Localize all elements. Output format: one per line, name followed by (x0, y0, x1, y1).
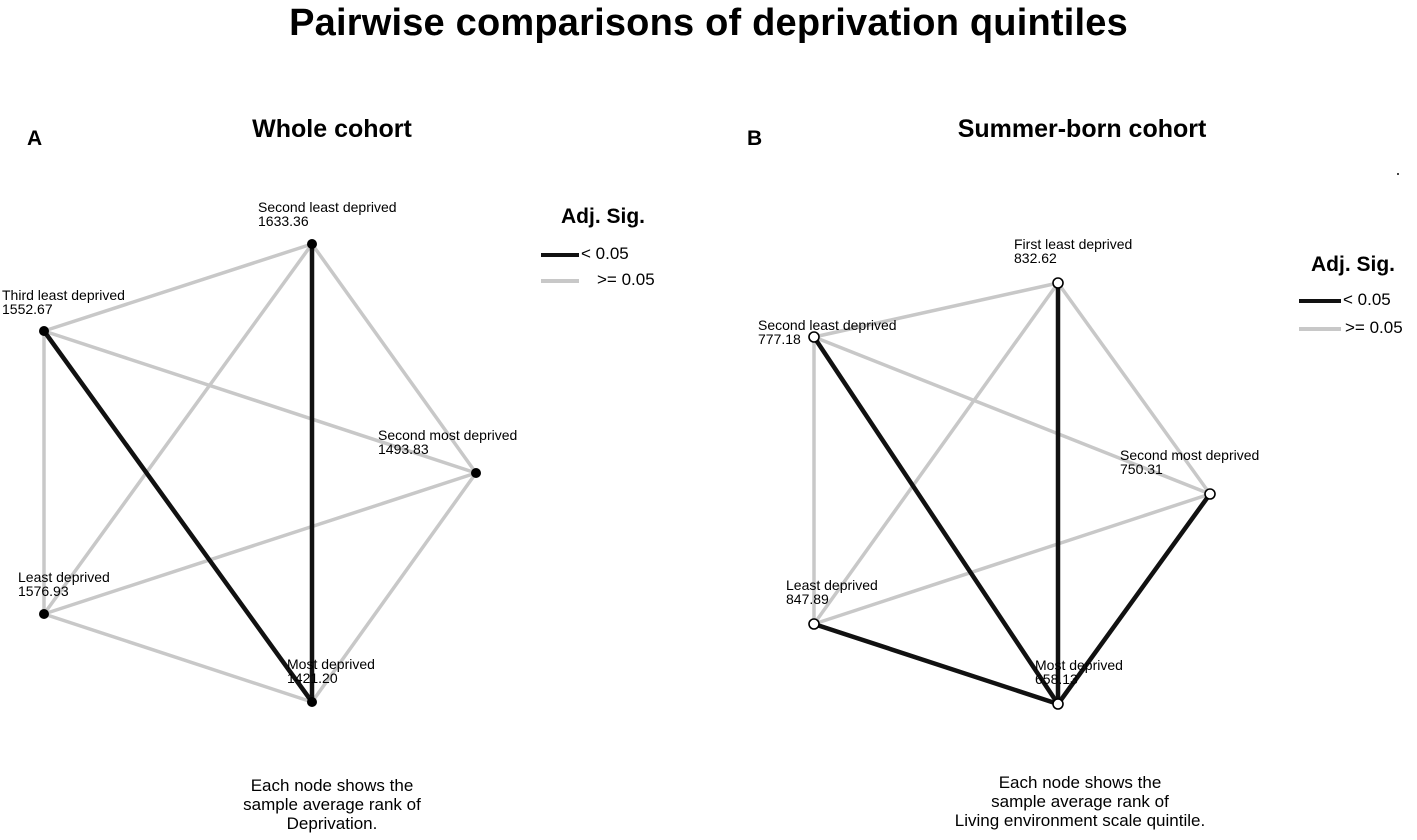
node-name: First least deprived (1014, 236, 1133, 252)
panel-a-edge-not-significant (310, 471, 478, 704)
panel-b-legend-sig-swatch (1299, 299, 1341, 303)
caption-line: Deprivation. (286, 814, 378, 833)
panel-b-edge-significant (813, 621, 1059, 707)
node-rank: 777.18 (758, 331, 801, 347)
node-name: Second least deprived (258, 199, 397, 215)
caption-line: sample average rank of (991, 792, 1169, 811)
panel-a-node (39, 326, 49, 336)
panel-b-edge-significant (1056, 492, 1212, 706)
panel-b-node (808, 618, 820, 630)
panel-b-title: Summer-born cohort (957, 115, 1207, 143)
panel-a-node-label: Least deprived 1576.93 (18, 570, 110, 598)
panel-a-edge-not-significant (43, 471, 477, 616)
node-rank: 1576.93 (18, 583, 69, 599)
panel-b-node (1052, 698, 1064, 710)
node-rank: 847.89 (786, 591, 829, 607)
node-name: Least deprived (18, 569, 110, 585)
panel-b-edge-significant (812, 335, 1060, 706)
panel-a-legend-title: Adj. Sig. (561, 205, 645, 228)
node-name: Least deprived (786, 577, 878, 593)
panel-b-node (1052, 277, 1064, 289)
panel-b-node (808, 331, 820, 343)
panel-a-node (307, 697, 317, 707)
panel-b-caption: Each node shows the sample average rank … (930, 773, 1230, 830)
panel-a-edge-significant (42, 329, 314, 704)
panel-a-legend-nonsig-label: >= 0.05 (597, 270, 655, 289)
panel-b-node (1204, 488, 1216, 500)
node-rank: 1493.83 (378, 441, 429, 457)
panel-b-legend-sig-label: < 0.05 (1343, 290, 1391, 309)
panel-a-letter: A (27, 127, 43, 150)
panel-b-node-label: Least deprived 847.89 (786, 578, 878, 606)
node-rank: 658.13 (1035, 671, 1078, 687)
panel-a-graph (39, 239, 481, 707)
panel-b-graph (808, 277, 1216, 710)
panel-b-node-label: Second most deprived 750.31 (1120, 448, 1259, 476)
panel-a-node (39, 609, 49, 619)
panel-a-node-label: Second least deprived 1633.36 (258, 200, 397, 228)
stray-mark (1397, 173, 1399, 175)
panel-a-node-label: Third least deprived 1552.67 (2, 288, 125, 316)
panel-b-edge-not-significant (813, 281, 1059, 339)
node-name: Second most deprived (378, 427, 518, 443)
panel-a-caption: Each node shows the sample average rank … (182, 776, 482, 833)
node-name: Second least deprived (758, 317, 897, 333)
node-name: Most deprived (1035, 657, 1123, 673)
panel-b-node-label: Second least deprived 777.18 (758, 318, 897, 346)
caption-line: Each node shows the (998, 773, 1162, 792)
panel-a-legend-nonsig-swatch (541, 279, 579, 283)
panel-b-edge-not-significant (813, 492, 1211, 626)
panel-b-edge-not-significant (812, 281, 1060, 626)
node-name: Third least deprived (2, 287, 125, 303)
panel-b-legend-title: Adj. Sig. (1311, 253, 1395, 276)
caption-line: sample average rank of (243, 795, 421, 814)
node-rank: 1633.36 (258, 213, 309, 229)
node-rank: 1421.20 (287, 670, 338, 686)
panel-a-title: Whole cohort (252, 115, 412, 143)
panel-a-edge-not-significant (43, 242, 313, 333)
panel-a-node (471, 468, 481, 478)
node-rank: 1552.67 (2, 301, 53, 317)
panel-b-legend-nonsig-swatch (1299, 327, 1341, 331)
panel-a-legend-sig-label: < 0.05 (581, 244, 629, 263)
panel-a-edge-not-significant (43, 612, 313, 704)
panel-b-node-label: Most deprived 658.13 (1035, 658, 1123, 686)
panel-b-node-label: First least deprived 832.62 (1014, 237, 1132, 265)
node-name: Second most deprived (1120, 447, 1260, 463)
node-rank: 832.62 (1014, 250, 1057, 266)
caption-line: Each node shows the (250, 776, 414, 795)
panel-b-letter: B (747, 127, 763, 150)
panel-a-node-label: Second most deprived 1493.83 (378, 428, 517, 456)
panel-b-legend-nonsig-label: >= 0.05 (1345, 318, 1403, 337)
panel-b-edge-not-significant (1056, 281, 1212, 496)
node-name: Most deprived (287, 656, 375, 672)
panel-a-legend-sig-swatch (541, 253, 579, 257)
panel-a-edge-not-significant (310, 242, 478, 475)
figure-title: Pairwise comparisons of deprivation quin… (289, 2, 1128, 44)
panel-a-edge-not-significant (43, 329, 477, 475)
caption-line: Living environment scale quintile. (954, 811, 1206, 830)
node-rank: 750.31 (1120, 461, 1163, 477)
panel-b-edge-not-significant (813, 335, 1211, 496)
panel-a-node (307, 239, 317, 249)
panel-a-node-label: Most deprived 1421.20 (287, 657, 375, 685)
panel-a-edge-not-significant (42, 242, 314, 616)
